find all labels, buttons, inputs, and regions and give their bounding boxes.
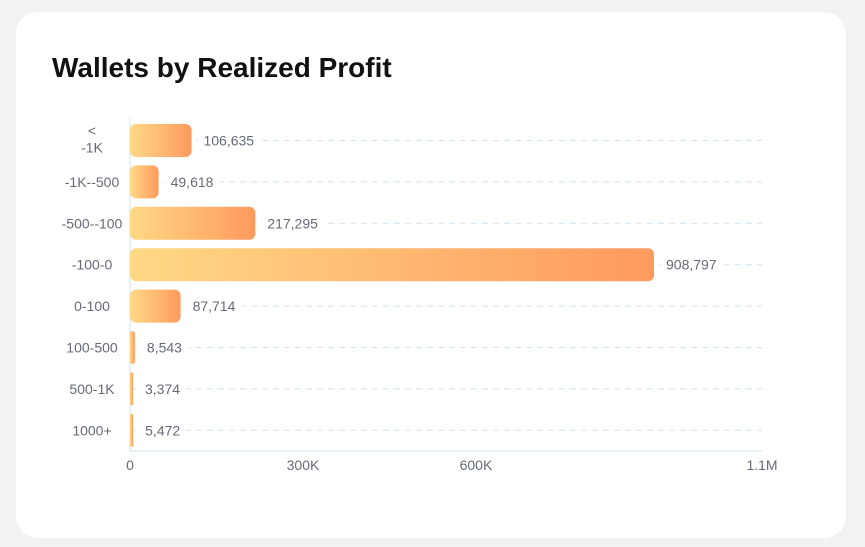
bar-value-label: 8,543	[147, 340, 182, 356]
category-label: 500-1K	[69, 381, 115, 397]
bar-value-label: 106,635	[203, 133, 254, 149]
bar	[130, 372, 133, 406]
category-label: -1K--500	[65, 174, 120, 190]
category-label: -500--100	[62, 215, 123, 231]
x-tick-label: 1.1M	[746, 457, 777, 473]
bar-value-label: 217,295	[267, 215, 318, 231]
category-label: -100-0	[72, 257, 113, 273]
chart-title: Wallets by Realized Profit	[52, 52, 392, 83]
bar-value-label: 49,618	[171, 174, 214, 190]
bar	[130, 289, 181, 323]
category-label: 100-500	[66, 340, 118, 356]
x-tick-label: 0	[126, 457, 134, 473]
bar-value-label-bg	[197, 132, 261, 149]
x-tick-label: 300K	[287, 457, 320, 473]
bar-value-label: 87,714	[193, 298, 236, 314]
bar	[130, 206, 256, 240]
category-label: 0-100	[74, 298, 110, 314]
bar-value-label: 908,797	[666, 257, 717, 273]
bar-value-label: 5,472	[145, 422, 180, 438]
x-tick-label: 600K	[460, 457, 493, 473]
bar-value-label-bg	[139, 380, 187, 397]
bar	[130, 124, 192, 157]
bar-value-label: 3,374	[145, 381, 180, 397]
bar	[130, 248, 655, 282]
bar-value-label-bg	[261, 215, 325, 232]
bar	[130, 165, 159, 199]
bar	[130, 331, 135, 364]
bar-value-label-bg	[140, 339, 189, 356]
category-label: < -1K	[81, 123, 103, 156]
bar-value-label-bg	[660, 256, 723, 273]
bar-value-label-bg	[139, 422, 187, 439]
category-label: 1000+	[72, 422, 111, 438]
bar	[130, 413, 134, 447]
bar-value-label-bg	[164, 173, 220, 190]
bar-value-label-bg	[186, 298, 242, 315]
